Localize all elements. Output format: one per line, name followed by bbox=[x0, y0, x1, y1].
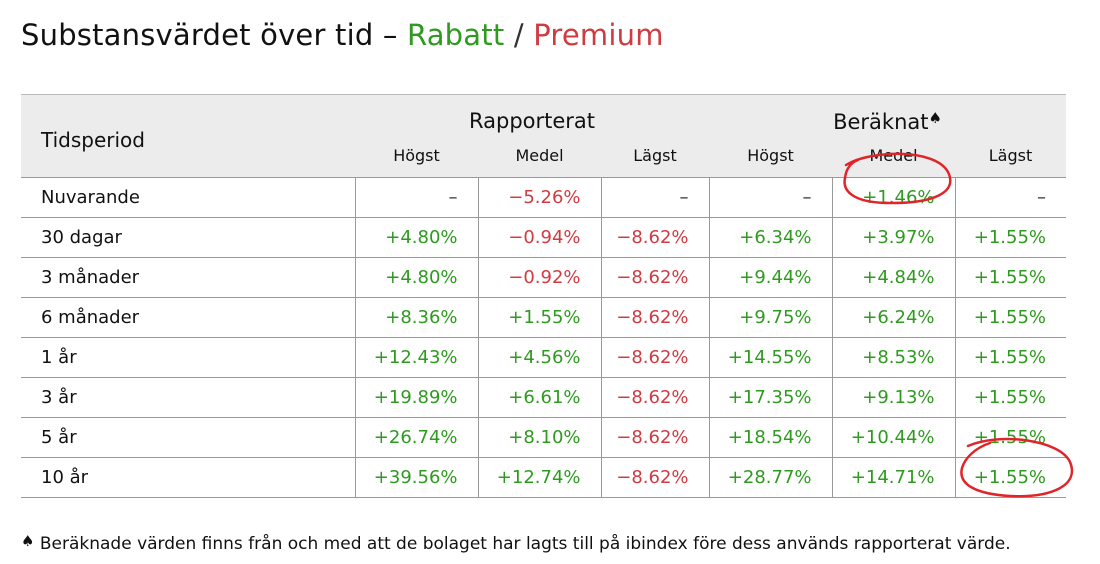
cell-reported-low: −8.62% bbox=[600, 457, 710, 498]
footnote-spade-icon: ♠ bbox=[21, 532, 35, 550]
cell-calculated-high: +6.34% bbox=[708, 217, 833, 258]
table-row: 10 år +39.56% +12.74% −8.62% +28.77% +14.71% +… bbox=[21, 457, 1067, 498]
title-prefix: Substansvärdet över tid – bbox=[21, 18, 398, 52]
period-header: Tidsperiod bbox=[21, 94, 355, 178]
footnote: ♠ Beräknade värden finns från och med at… bbox=[21, 532, 1011, 554]
cell-reported-high: +8.36% bbox=[354, 297, 478, 338]
spade-icon: ♠ bbox=[928, 108, 942, 127]
cell-reported-low: −8.62% bbox=[600, 257, 710, 298]
cell-reported-mean: +4.56% bbox=[477, 337, 601, 378]
cell-calculated-mean: +1.46% bbox=[831, 177, 956, 218]
table-row: 30 dagar +4.80% −0.94% −8.62% +6.34% +3.97% +1… bbox=[21, 217, 1067, 258]
col-header-calculated-high: Högst bbox=[747, 146, 794, 165]
col-header-reported-mean: Medel bbox=[515, 146, 564, 165]
table-row: 6 månader +8.36% +1.55% −8.62% +9.75% +6.24% +… bbox=[21, 297, 1067, 338]
table-row: 5 år +26.74% +8.10% −8.62% +18.54% +10.44% +1.… bbox=[21, 417, 1067, 458]
cell-calculated-high: +17.35% bbox=[708, 377, 833, 418]
cell-calculated-high: +9.44% bbox=[708, 257, 833, 298]
cell-calculated-low: +1.55% bbox=[954, 457, 1067, 498]
col-header-reported-low: Lägst bbox=[633, 146, 677, 165]
period-label: 3 år bbox=[21, 377, 355, 418]
table-row: Nuvarande – −5.26% – – +1.46% – bbox=[21, 177, 1067, 218]
cell-reported-low: −8.62% bbox=[600, 297, 710, 338]
cell-calculated-high: +9.75% bbox=[708, 297, 833, 338]
cell-reported-mean: −5.26% bbox=[477, 177, 601, 218]
cell-reported-high: +4.80% bbox=[354, 257, 478, 298]
col-header-reported-high: Högst bbox=[393, 146, 440, 165]
cell-reported-high: +12.43% bbox=[354, 337, 478, 378]
cell-calculated-low: +1.55% bbox=[954, 337, 1067, 378]
title-discount: Rabatt bbox=[406, 18, 505, 52]
cell-calculated-high: – bbox=[708, 177, 833, 218]
period-label: Nuvarande bbox=[21, 177, 355, 218]
title-separator: / bbox=[513, 18, 524, 52]
cell-reported-high: +19.89% bbox=[354, 377, 478, 418]
cell-reported-mean: +8.10% bbox=[477, 417, 601, 458]
period-label: 5 år bbox=[21, 417, 355, 458]
cell-calculated-low: – bbox=[954, 177, 1067, 218]
cell-calculated-low: +1.55% bbox=[954, 417, 1067, 458]
cell-calculated-high: +28.77% bbox=[708, 457, 833, 498]
period-label: 30 dagar bbox=[21, 217, 355, 258]
cell-reported-mean: +12.74% bbox=[477, 457, 601, 498]
cell-calculated-low: +1.55% bbox=[954, 257, 1067, 298]
cell-reported-low: – bbox=[600, 177, 710, 218]
table-row: 3 år +19.89% +6.61% −8.62% +17.35% +9.13% +1.5… bbox=[21, 377, 1067, 418]
cell-reported-low: −8.62% bbox=[600, 377, 710, 418]
cell-calculated-mean: +4.84% bbox=[831, 257, 956, 298]
cell-calculated-mean: +10.44% bbox=[831, 417, 956, 458]
cell-calculated-mean: +8.53% bbox=[831, 337, 956, 378]
cell-calculated-mean: +14.71% bbox=[831, 457, 956, 498]
group-header-calculated: Beräknat♠ bbox=[709, 94, 1067, 140]
cell-reported-high: – bbox=[354, 177, 478, 218]
period-label: 6 månader bbox=[21, 297, 355, 338]
table-row: 3 månader +4.80% −0.92% −8.62% +9.44% +4.84% +… bbox=[21, 257, 1067, 298]
cell-reported-high: +26.74% bbox=[354, 417, 478, 458]
table-row: 1 år +12.43% +4.56% −8.62% +14.55% +8.53% +1.5… bbox=[21, 337, 1067, 378]
table-body: Nuvarande – −5.26% – – +1.46% –30 dagar +4.80% −… bbox=[21, 177, 1067, 498]
cell-calculated-low: +1.55% bbox=[954, 377, 1067, 418]
col-header-calculated-low: Lägst bbox=[988, 146, 1033, 165]
cell-reported-high: +39.56% bbox=[354, 457, 478, 498]
cell-reported-low: −8.62% bbox=[600, 337, 710, 378]
table-header: Tidsperiod Rapporterat Beräknat♠ Högst M… bbox=[21, 94, 1067, 178]
cell-calculated-mean: +3.97% bbox=[831, 217, 956, 258]
cell-reported-mean: +1.55% bbox=[477, 297, 601, 338]
cell-calculated-mean: +6.24% bbox=[831, 297, 956, 338]
period-label: 3 månader bbox=[21, 257, 355, 298]
group-header-calculated-label: Beräknat bbox=[833, 109, 929, 134]
page-title: Substansvärdet över tid – Rabatt / Premi… bbox=[21, 18, 664, 52]
cell-calculated-mean: +9.13% bbox=[831, 377, 956, 418]
cell-reported-mean: −0.94% bbox=[477, 217, 601, 258]
group-header-reported-label: Rapporterat bbox=[468, 109, 596, 133]
group-header-reported: Rapporterat bbox=[355, 94, 710, 140]
cell-reported-mean: +6.61% bbox=[477, 377, 601, 418]
cell-reported-mean: −0.92% bbox=[477, 257, 601, 298]
nav-history-table: Tidsperiod Rapporterat Beräknat♠ Högst M… bbox=[21, 94, 1067, 498]
footnote-text: Beräknade värden finns från och med att … bbox=[34, 534, 1011, 554]
cell-calculated-low: +1.55% bbox=[954, 217, 1067, 258]
period-label: 10 år bbox=[21, 457, 355, 498]
cell-calculated-high: +18.54% bbox=[708, 417, 833, 458]
cell-calculated-high: +14.55% bbox=[708, 337, 833, 378]
period-label: 1 år bbox=[21, 337, 355, 378]
col-header-calculated-mean: Medel bbox=[869, 146, 918, 165]
cell-reported-low: −8.62% bbox=[600, 217, 710, 258]
cell-reported-low: −8.62% bbox=[600, 417, 710, 458]
title-premium: Premium bbox=[533, 18, 664, 52]
cell-calculated-low: +1.55% bbox=[954, 297, 1067, 338]
cell-reported-high: +4.80% bbox=[354, 217, 478, 258]
